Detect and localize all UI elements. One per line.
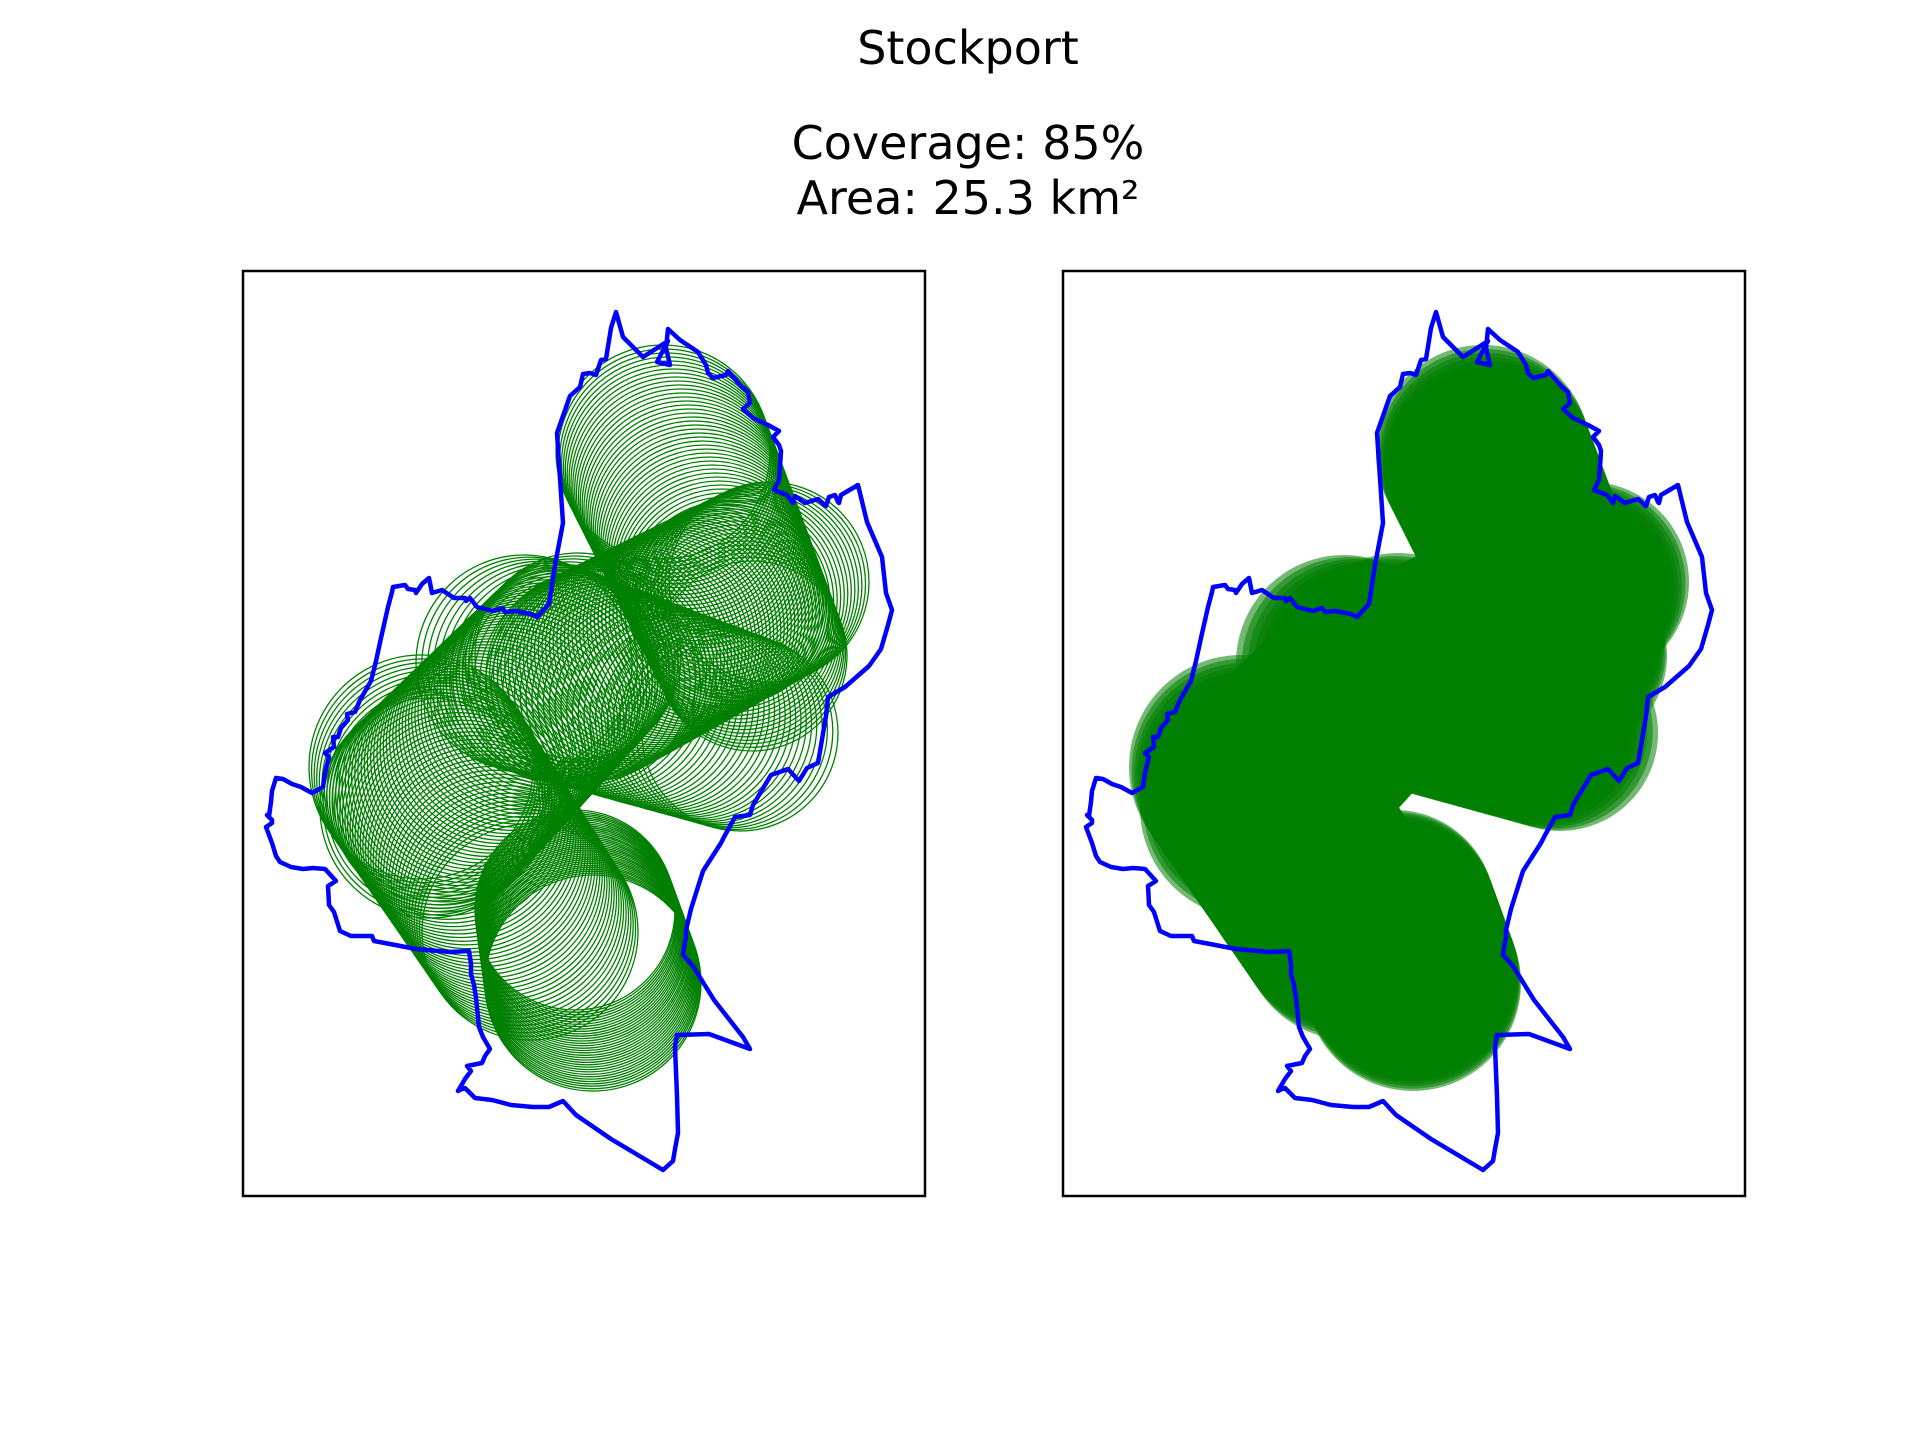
coverage-circle [560, 533, 768, 742]
coverage-circle [411, 807, 630, 1027]
coverage-circle [548, 539, 757, 748]
coverage-circle [467, 572, 681, 786]
coverage-circle [392, 629, 607, 845]
coverage-circle [635, 632, 834, 831]
panel-frame-right [1061, 269, 1747, 1198]
coverage-circle [606, 622, 807, 823]
coverage-circle [502, 585, 712, 795]
coverage-circle [597, 515, 803, 721]
coverage-circle [508, 587, 718, 797]
coverage-circle [600, 619, 802, 821]
coverage-circle [331, 688, 556, 913]
coverage-circle [364, 738, 587, 961]
coverage-circle [641, 634, 839, 832]
coverage-circle [323, 677, 549, 902]
coverage-circle [618, 626, 818, 826]
coverage-circle [382, 638, 599, 854]
figure-title: Stockport [857, 21, 1079, 75]
coverage-circles-left [308, 344, 870, 1092]
coverage-circle [496, 583, 707, 794]
coverage-circle [578, 524, 785, 732]
right-panel [1061, 269, 1747, 1198]
coverage-circle [417, 605, 630, 819]
coverage-circle [367, 742, 589, 964]
boundary-outline-left [263, 309, 895, 1173]
boundary-outline-right [1083, 309, 1715, 1173]
coverage-circle [601, 514, 807, 719]
coverage-text: Coverage: 85% [792, 116, 1145, 170]
coverage-circle [612, 624, 813, 824]
coverage-circle [490, 580, 702, 792]
coverage-circle [479, 576, 691, 789]
coverage-circle [594, 617, 797, 820]
left-panel [241, 269, 927, 1198]
coverage-circle [385, 635, 602, 851]
coverage-circle [404, 617, 619, 831]
coverage-circle [526, 550, 736, 760]
coverage-disc [1305, 875, 1521, 1091]
coverage-disc [1462, 635, 1658, 831]
coverage-circle [318, 669, 544, 895]
coverage-circle [519, 591, 728, 800]
coverage-fill-right [1129, 345, 1689, 1091]
coverage-circle [586, 521, 792, 728]
coverage-circle [326, 681, 551, 906]
coverage-circle [513, 589, 723, 798]
panel-frame-left [241, 269, 927, 1198]
area-text: Area: 25.3 km² [797, 171, 1140, 225]
